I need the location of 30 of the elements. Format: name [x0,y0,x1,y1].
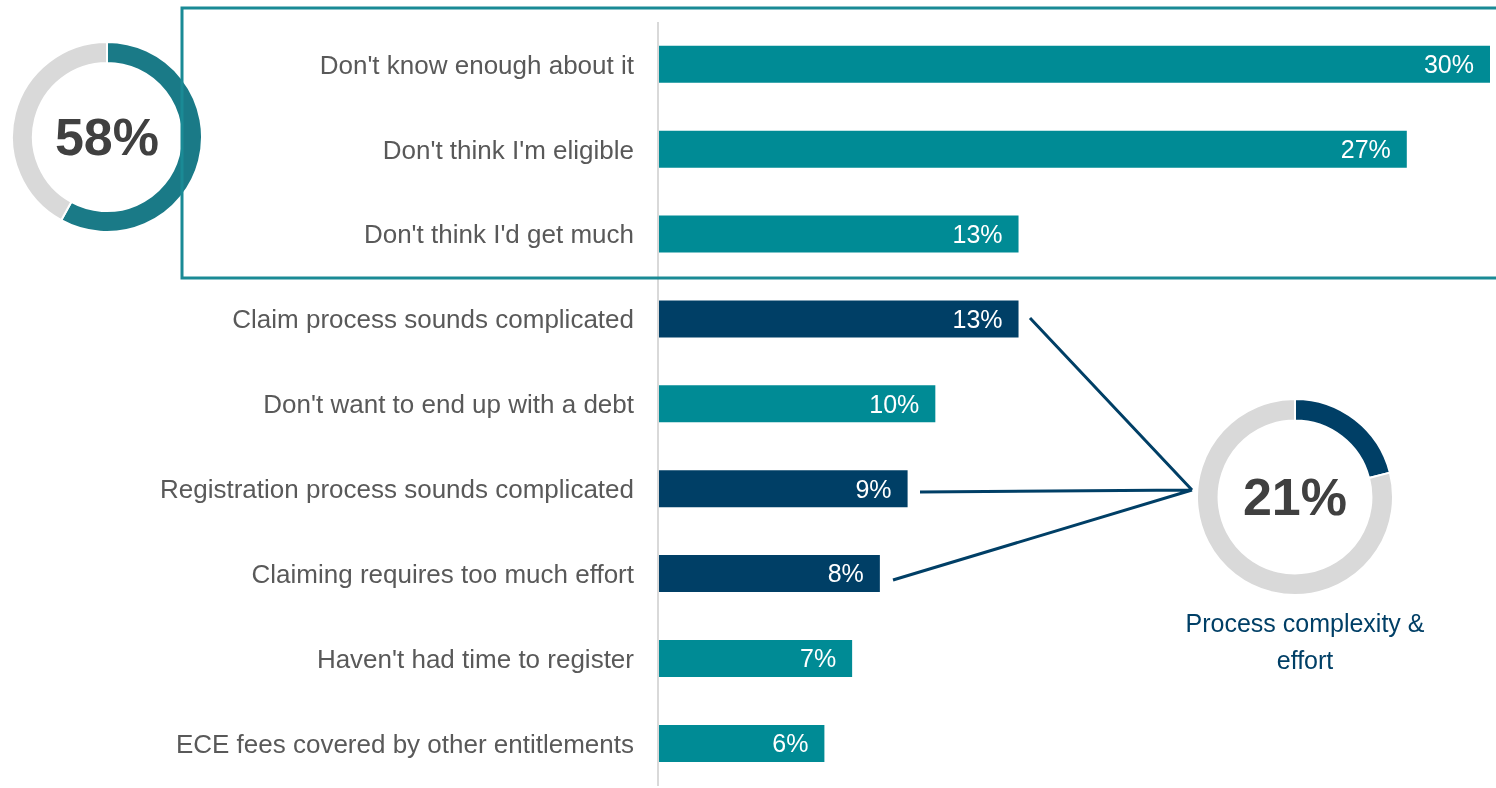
y-tick-label: Don't want to end up with a debt [263,389,635,420]
data-label: 6% [772,729,809,758]
data-label: 27% [1340,135,1391,164]
bar [658,555,880,593]
bar [658,385,936,423]
data-label: 13% [952,304,1003,333]
bar [658,300,1019,338]
data-label: 7% [799,644,837,673]
y-tick-label: ECE fees covered by other entitlements [175,728,634,759]
data-label: 30% [1423,50,1474,79]
text: 58% [53,107,161,168]
y-tick-label: Don't think I'd get much [363,219,634,250]
y-tick-label: Registration process sounds complicated [159,474,634,505]
bar [658,130,1407,168]
data-label: 8% [827,559,864,588]
y-tick-label: Haven't had time to register [316,643,635,674]
y-tick-label: Claiming requires too much effort [251,559,635,590]
data-label: 13% [952,219,1003,248]
annotation: 21% [1195,397,1395,597]
bar [658,639,853,677]
bar [658,215,1019,253]
bar [658,724,825,762]
text: Process complexity & effort [1184,608,1426,676]
y-tick-label: Claim process sounds complicated [232,304,634,335]
y-tick-label: Don't think I'm eligible [382,134,634,165]
y-tick-label: Don't know enough about it [319,49,635,80]
data-label: 10% [869,389,920,418]
bar [658,45,1490,83]
data-label: 9% [855,474,892,503]
bar [658,470,908,508]
